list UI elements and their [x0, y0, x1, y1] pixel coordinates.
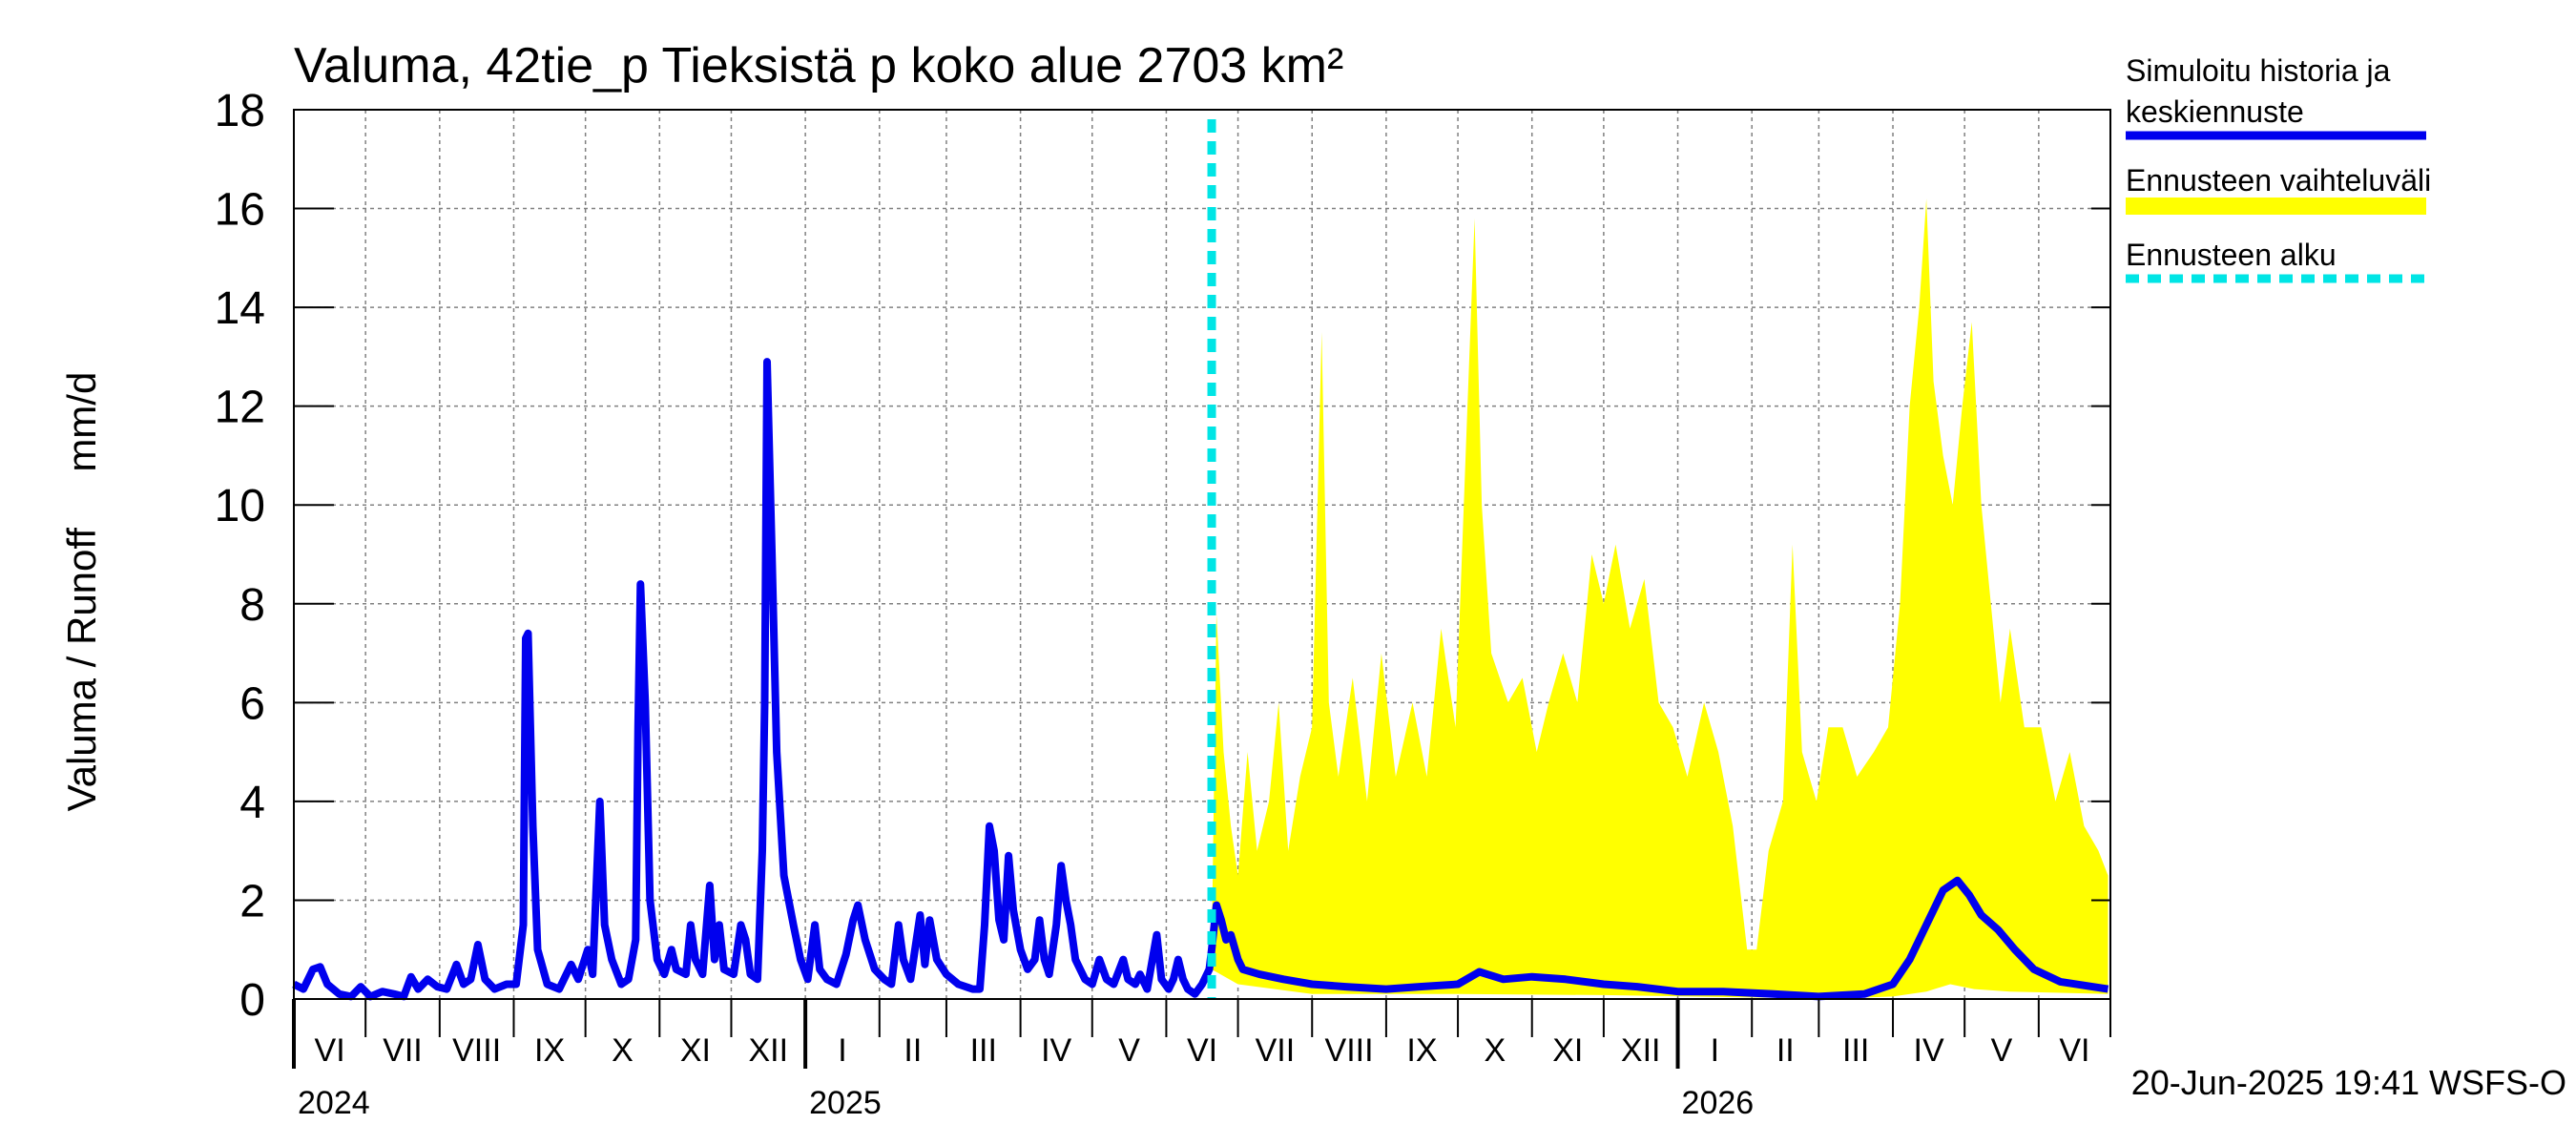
y-tick-label: 4	[239, 778, 265, 828]
month-label: X	[612, 1032, 634, 1069]
forecast-range-band	[1212, 198, 2109, 998]
year-label: 2024	[298, 1085, 370, 1121]
month-label: IX	[534, 1032, 565, 1069]
y-axis-title: Valuma / Runoff mm/d	[59, 372, 104, 812]
y-axis-label: Valuma / Runoff mm/d	[59, 372, 104, 812]
chart-title: Valuma, 42tie_p Tieksistä p koko alue 27…	[294, 38, 1343, 94]
month-label: VI	[315, 1032, 345, 1069]
y-tick-label: 14	[215, 283, 265, 334]
month-label: V	[1118, 1032, 1140, 1069]
month-label: I	[838, 1032, 846, 1069]
y-tick-label: 8	[239, 580, 265, 631]
month-label: VI	[1187, 1032, 1217, 1069]
legend-label-range: Ennusteen vaihteluväli	[2126, 163, 2431, 198]
y-tick-label: 10	[215, 481, 265, 531]
month-label: VIII	[452, 1032, 501, 1069]
month-label: I	[1711, 1032, 1719, 1069]
month-label: VI	[2059, 1032, 2089, 1069]
month-label: VII	[383, 1032, 423, 1069]
month-label: IV	[1041, 1032, 1071, 1069]
month-label: XII	[1621, 1032, 1661, 1069]
month-label: X	[1485, 1032, 1506, 1069]
month-label: IX	[1406, 1032, 1437, 1069]
y-tick-label: 18	[215, 86, 265, 136]
month-label: VII	[1256, 1032, 1296, 1069]
y-tick-label: 0	[239, 975, 265, 1026]
month-label: XII	[749, 1032, 789, 1069]
month-label: XI	[680, 1032, 711, 1069]
year-label: 2025	[809, 1085, 882, 1121]
legend: Simuloitu historia ja keskiennuste Ennuste…	[2126, 53, 2431, 283]
legend-label-simulated-line1: Simuloitu historia ja	[2126, 53, 2391, 88]
y-tick-label: 6	[239, 678, 265, 729]
month-label: VIII	[1325, 1032, 1374, 1069]
month-label: III	[1842, 1032, 1869, 1069]
month-label: III	[970, 1032, 997, 1069]
month-label: IV	[1914, 1032, 1944, 1069]
y-tick-label: 16	[215, 185, 265, 236]
y-tick-label: 12	[215, 383, 265, 433]
month-label: V	[1991, 1032, 2013, 1069]
legend-label-simulated-line2: keskiennuste	[2126, 94, 2304, 129]
month-label: II	[904, 1032, 922, 1069]
legend-label-forecast-start: Ennusteen alku	[2126, 238, 2337, 272]
y-tick-label: 2	[239, 876, 265, 926]
timestamp-footer: 20-Jun-2025 19:41 WSFS-O	[2131, 1063, 2566, 1102]
month-label: XI	[1552, 1032, 1583, 1069]
year-label: 2026	[1682, 1085, 1755, 1121]
simulated-runoff-line	[292, 358, 2109, 1001]
month-label: II	[1776, 1032, 1795, 1069]
